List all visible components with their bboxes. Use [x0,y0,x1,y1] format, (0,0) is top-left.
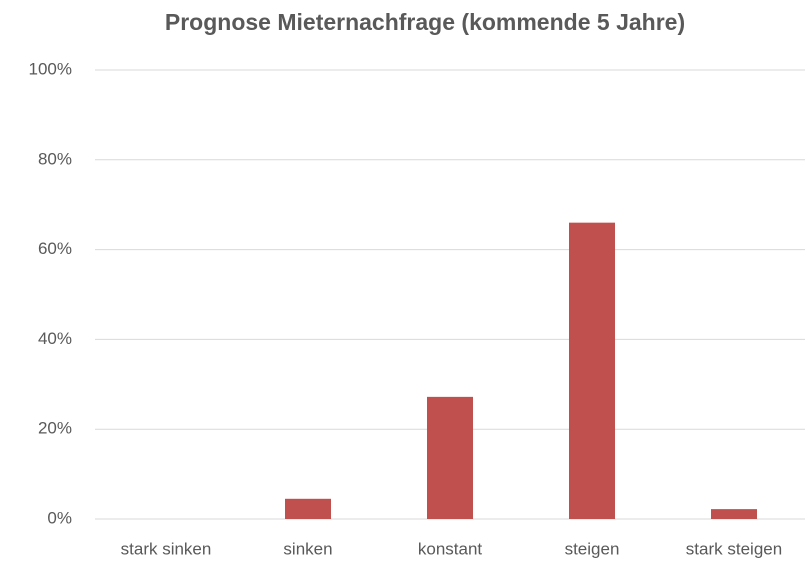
bar [285,498,331,519]
x-tick-label: steigen [565,539,620,558]
bar [569,222,615,519]
y-tick-label: 60% [38,239,72,258]
bar [427,396,473,519]
x-tick-label: stark steigen [686,539,782,558]
chart-title: Prognose Mieternachfrage (kommende 5 Jah… [165,9,685,35]
y-tick-label: 20% [38,419,72,438]
y-tick-label: 40% [38,329,72,348]
y-tick-label: 100% [29,59,72,78]
y-tick-label: 0% [47,508,72,527]
x-tick-label: stark sinken [121,539,212,558]
x-tick-label: konstant [418,539,483,558]
x-tick-label: sinken [283,539,332,558]
y-tick-label: 80% [38,149,72,168]
bar [711,509,757,519]
